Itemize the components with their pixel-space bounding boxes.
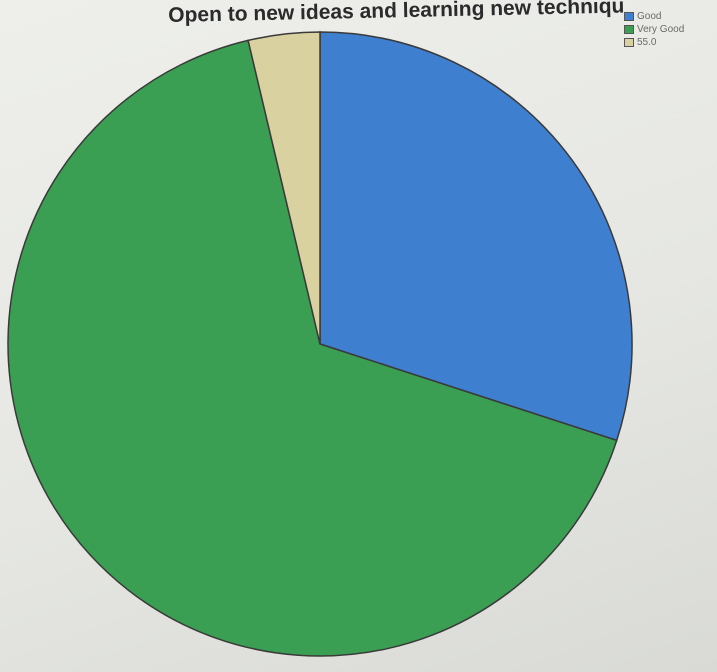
legend-item-very-good: Very Good [624,23,684,35]
pie-slice-55 [247,31,321,345]
pie-slice-good [319,31,633,442]
legend-swatch-55 [624,37,634,47]
pie-slice-very-good [7,39,618,657]
legend-label-very-good: Very Good [637,23,685,35]
legend-item-55: 55.0 [624,36,684,48]
legend-swatch-very-good [624,24,634,34]
legend-item-good: Good [624,10,684,22]
legend-label-good: Good [637,10,662,22]
legend: Good Very Good 55.0 [624,10,684,49]
legend-label-55: 55.0 [637,36,657,48]
legend-swatch-good [624,11,634,21]
